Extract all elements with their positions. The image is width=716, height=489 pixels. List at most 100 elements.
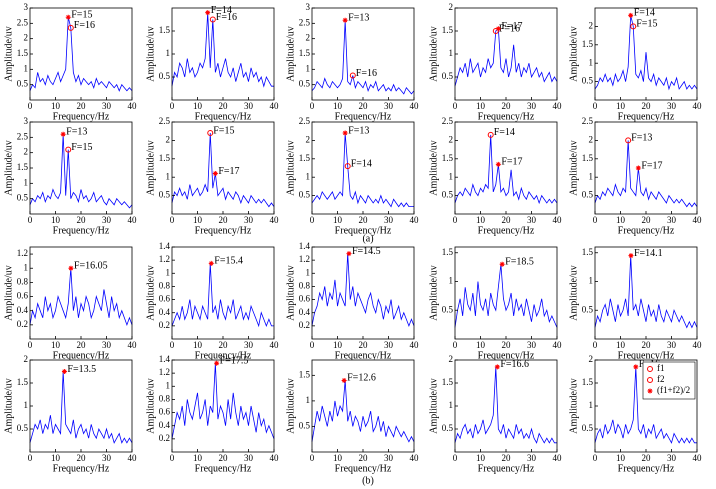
x-tick-label: 0 [310,215,315,225]
spectrum-line [594,15,698,91]
peak-label: F=16 [74,20,95,31]
x-tick-label: 40 [693,453,703,463]
peak-label: F=17 [218,166,239,177]
peak-marker [499,261,505,267]
x-tick-label: 0 [28,215,33,225]
x-tick-label: 10 [51,453,61,463]
plot-area [30,360,132,452]
y-tick-label: 1.5 [17,48,29,58]
y-tick-label: 2 [449,134,454,144]
y-tick-label: 1 [306,267,311,277]
y-tick-label: 0.5 [442,304,454,314]
y-tick-label: 0.5 [582,76,594,86]
x-tick-label: 10 [193,453,203,463]
legend-box [642,361,696,400]
spectrum-line [454,264,558,328]
peak-label: F=14 [211,5,232,16]
peak-label: F=14.5 [352,246,381,257]
x-tick-label: 20 [219,215,229,225]
y-tick-label: 1.4 [299,241,311,251]
x-axis-label: Frequency/Hz [53,225,110,236]
x-tick-label: 0 [28,101,33,111]
peak-label: F=13.5 [67,364,96,375]
y-tick-label: 1.5 [159,153,171,163]
x-tick-label: 0 [453,101,458,111]
peak-marker [68,265,74,271]
y-tick-label: 2 [24,147,29,157]
x-tick-label: 30 [667,340,677,350]
x-tick-label: 30 [527,340,537,350]
y-tick-label: 0.8 [299,280,311,290]
y-tick-label: 0.4 [159,420,171,430]
x-axis-label: Frequency/Hz [53,350,110,361]
x-tick-label: 40 [553,453,563,463]
peak-marker [495,26,501,32]
x-tick-label: 10 [51,215,61,225]
y-tick-label: 1.5 [582,377,594,387]
peak-label: F=16.05 [74,261,108,272]
x-tick-label: 40 [128,340,138,350]
y-tick-label: 2.5 [299,17,311,27]
y-tick-label: 0.2 [159,320,170,330]
x-axis-label: Frequency/Hz [53,111,110,122]
spectrum-line [29,268,133,327]
y-tick-label: 0.5 [17,193,29,203]
y-axis-label: Amplitude/uv [145,378,156,434]
y-axis-label: Amplitude/uv [145,140,156,196]
y-tick-label: 1.5 [299,369,311,379]
spectrum-line [594,366,697,444]
y-tick-label: 1.4 [159,354,171,364]
peak-marker [349,72,356,79]
x-tick-label: 0 [453,453,458,463]
x-tick-label: 10 [616,453,626,463]
plot-area [172,122,274,214]
y-tick-label: 0.4 [17,305,29,315]
y-tick-label: 1.5 [442,153,454,163]
y-tick-label: 1.5 [582,153,594,163]
y-tick-label: 0.5 [582,190,594,200]
x-tick-label: 10 [333,215,343,225]
peak-marker [647,366,653,372]
y-axis-label: Amplitude/uv [3,140,14,196]
y-tick-label: 2.5 [159,116,171,126]
peak-marker [67,24,74,31]
y-tick-label: 0.5 [582,423,594,433]
y-tick-label: 0.8 [17,276,29,286]
peak-marker [630,23,637,30]
peak-marker [342,130,348,136]
peak-label: F=13 [348,13,369,24]
peak-label: F=13 [66,127,87,138]
x-tick-label: 40 [693,215,703,225]
x-tick-label: 10 [616,101,626,111]
x-axis-label: Frequency/Hz [195,111,252,122]
x-tick-label: 20 [359,340,369,350]
y-tick-label: 2 [449,2,454,12]
x-tick-label: 20 [219,340,229,350]
y-tick-label: 1.5 [442,247,454,257]
peak-marker [633,364,639,370]
plot-area [172,247,274,339]
y-axis-label: Amplitude/uv [3,26,14,82]
peak-label: F=13 [348,125,369,136]
x-tick-label: 10 [51,101,61,111]
y-axis-label: Amplitude/uv [3,265,14,321]
peak-label: F=14 [634,8,655,19]
x-tick-label: 40 [410,453,420,463]
legend-label: f2 [657,374,665,384]
y-tick-label: 1.2 [17,248,28,258]
spectrum-line [29,371,133,444]
y-tick-label: 0.5 [442,190,454,200]
x-tick-label: 30 [527,215,537,225]
y-tick-label: 2 [24,33,29,43]
peak-label: F=14.1 [634,248,663,259]
x-axis-label: Frequency/Hz [618,111,675,122]
x-tick-label: 30 [527,453,537,463]
x-tick-label: 0 [310,101,315,111]
y-axis-label: Amplitude/uv [568,265,579,321]
y-tick-label: 1.5 [582,39,594,49]
x-tick-label: 10 [616,340,626,350]
peak-label: F=18.5 [505,257,534,268]
y-tick-label: 1 [24,177,29,187]
